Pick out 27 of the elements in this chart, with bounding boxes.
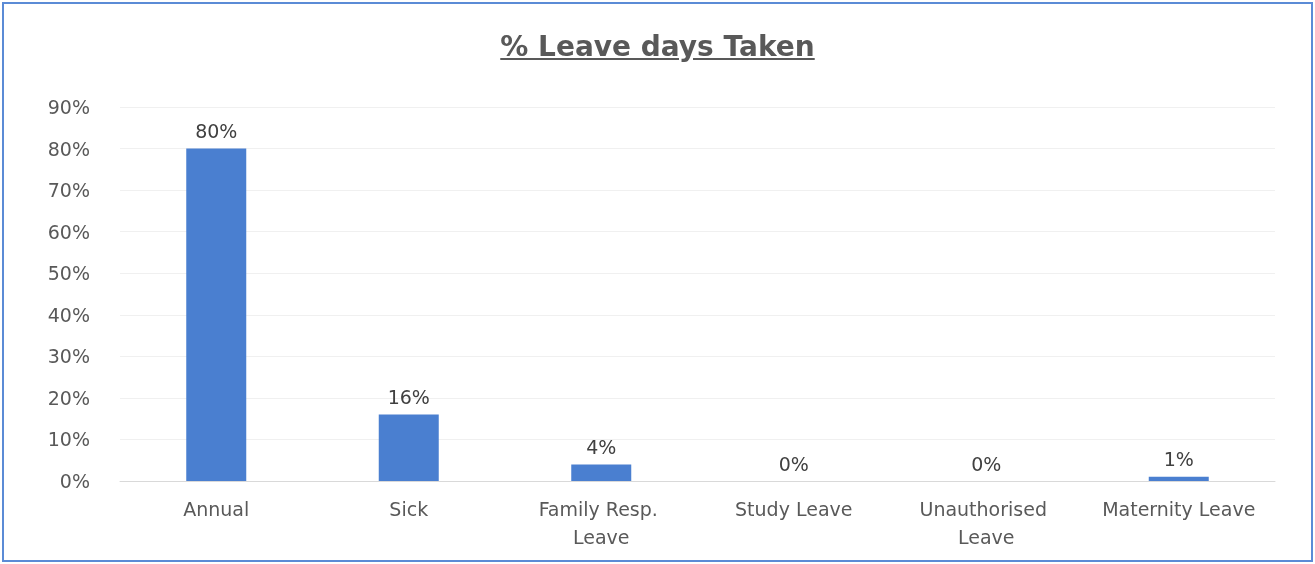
bar: [571, 464, 632, 481]
bar: [1148, 476, 1209, 481]
chart-title: % Leave days Taken: [499, 30, 816, 63]
data-label: 80%: [195, 120, 238, 143]
x-tick-label: Annual: [183, 498, 250, 520]
y-tick-label: 40%: [47, 303, 90, 326]
x-tick-label: Study Leave: [735, 498, 853, 520]
bar: [378, 414, 439, 481]
y-tick-label: 30%: [47, 345, 90, 368]
data-label: 16%: [387, 386, 430, 409]
data-label: 0%: [971, 452, 1002, 475]
y-tick-label: 0%: [59, 470, 90, 492]
bar: [186, 148, 247, 481]
x-tick-label: Maternity Leave: [1102, 498, 1256, 520]
data-label: 4%: [586, 435, 617, 458]
data-label: 1%: [1163, 448, 1194, 471]
y-tick-label: 50%: [47, 262, 90, 285]
data-label: 0%: [778, 452, 809, 475]
y-tick-label: 80%: [47, 137, 90, 160]
y-tick-label: 10%: [47, 428, 90, 451]
x-tick-label: Family Resp. Leave: [538, 498, 664, 548]
y-tick-label: 60%: [47, 220, 90, 243]
y-tick-label: 70%: [47, 179, 90, 202]
x-tick-label: Sick: [389, 498, 429, 520]
y-tick-label: 20%: [47, 386, 90, 409]
x-tick-label: Unauthorised Leave: [919, 498, 1054, 548]
y-tick-label: 90%: [47, 96, 90, 118]
